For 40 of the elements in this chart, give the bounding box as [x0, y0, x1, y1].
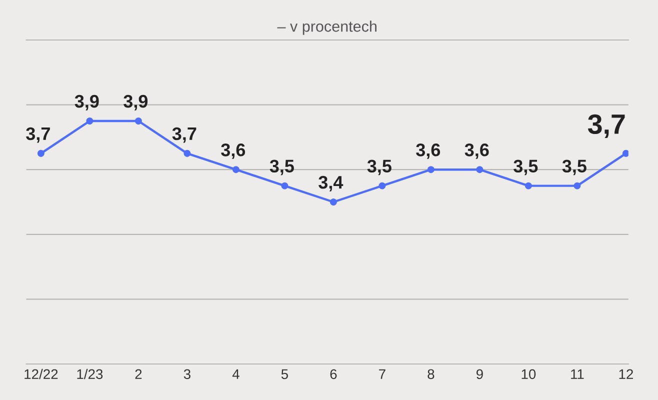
x-tick-label: 10	[522, 369, 536, 380]
data-label: 3,6	[464, 144, 489, 159]
data-label: 3,7	[26, 127, 50, 143]
point	[622, 150, 628, 157]
point	[427, 166, 434, 174]
data-label: 3,5	[270, 160, 294, 176]
data-label: 3,6	[416, 144, 440, 159]
point	[378, 182, 386, 190]
x-tick-label: 8	[428, 369, 434, 380]
point	[37, 150, 44, 157]
x-tick-label: 7	[379, 369, 386, 379]
data-label: 3,9	[124, 94, 148, 110]
x-tick-label: 3	[184, 369, 190, 380]
point	[184, 150, 191, 157]
data-label: 3,9	[74, 94, 99, 110]
x-tick-label: 6	[330, 369, 337, 380]
x-tick-label: 12	[619, 369, 633, 379]
chart-title: – v procentech	[277, 20, 376, 35]
x-tick-label: 4	[232, 369, 240, 379]
data-label: 3,5	[367, 160, 392, 176]
point	[330, 198, 337, 206]
x-tick-label: 11	[571, 369, 584, 379]
point	[134, 118, 142, 124]
x-tick-label: 5	[281, 369, 288, 380]
data-label: 3,5	[562, 160, 586, 176]
x-tick-label: 12/22	[24, 368, 58, 380]
point	[86, 118, 94, 124]
data-label: 3,5	[514, 160, 538, 176]
x-tick-label: 2	[135, 369, 142, 379]
data-label: 3,4	[318, 176, 344, 192]
point	[232, 166, 240, 174]
data-label: 3,7	[172, 127, 196, 143]
data-label: 3,7	[588, 114, 625, 138]
x-tick-label: 9	[476, 369, 483, 380]
point	[476, 166, 484, 174]
point	[574, 182, 581, 190]
point	[281, 182, 288, 190]
data-label: 3,6	[221, 144, 246, 159]
point	[524, 182, 532, 190]
x-tick-label: 1/23	[77, 368, 103, 380]
